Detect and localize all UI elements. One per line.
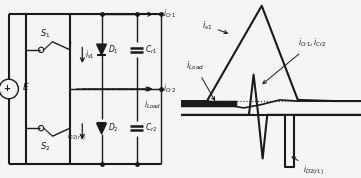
Text: $S_1$: $S_1$	[40, 28, 51, 40]
Text: $i_{Cr1}$: $i_{Cr1}$	[163, 8, 176, 20]
Text: $C_{r2}$: $C_{r2}$	[145, 122, 158, 134]
Text: $i_{s1}$: $i_{s1}$	[85, 49, 95, 61]
Text: $i_{D2(r1)}$: $i_{D2(r1)}$	[67, 131, 86, 142]
Text: $i_{Cr1},i_{Cr2}$: $i_{Cr1},i_{Cr2}$	[263, 37, 326, 84]
Text: $i_{Cr2}$: $i_{Cr2}$	[163, 83, 176, 95]
Text: $i_{Load}$: $i_{Load}$	[186, 60, 215, 100]
Text: $S_2$: $S_2$	[40, 141, 51, 153]
Text: $i_{Load}$: $i_{Load}$	[144, 99, 161, 111]
Polygon shape	[97, 44, 106, 55]
Text: $E$: $E$	[22, 81, 30, 92]
Text: $C_{r1}$: $C_{r1}$	[145, 44, 158, 56]
Text: $i_{s1}$: $i_{s1}$	[202, 20, 227, 34]
Polygon shape	[97, 123, 106, 134]
Text: $D_2$: $D_2$	[108, 122, 118, 134]
Text: +: +	[3, 84, 10, 93]
Text: $D_1$: $D_1$	[108, 44, 118, 56]
Text: $i_{D2(r1)}$: $i_{D2(r1)}$	[292, 157, 324, 177]
